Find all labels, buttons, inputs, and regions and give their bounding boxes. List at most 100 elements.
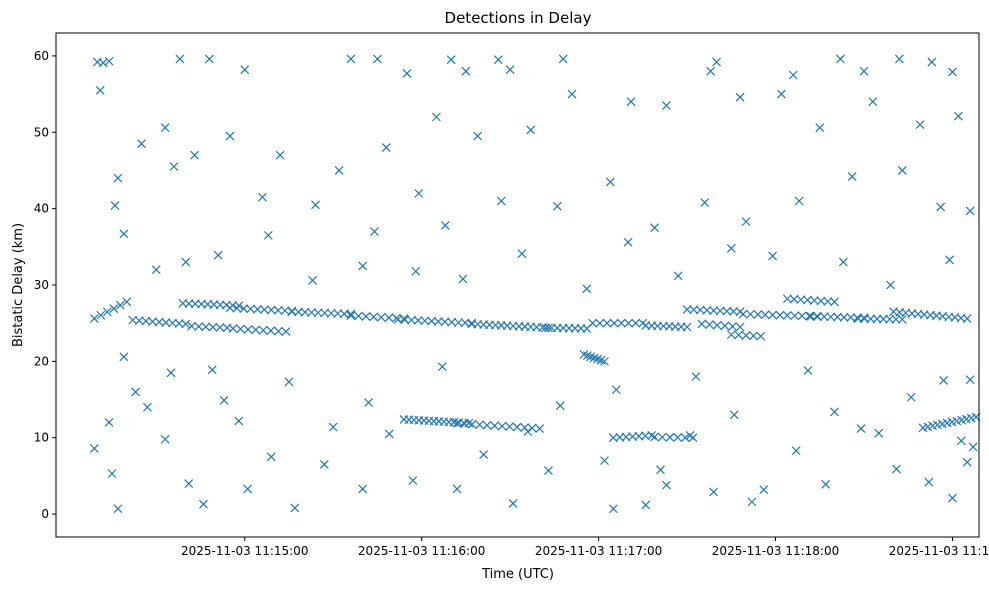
detection-marker: [821, 479, 831, 489]
detection-marker: [160, 123, 170, 133]
detection-marker: [181, 257, 191, 267]
detection-marker: [225, 131, 235, 141]
detection-marker: [413, 315, 423, 325]
detection-marker: [735, 92, 745, 102]
detection-marker: [527, 423, 537, 433]
detection-marker: [407, 315, 416, 325]
detection-marker: [181, 319, 191, 329]
detection-marker: [650, 432, 660, 442]
detection-marker: [657, 432, 667, 442]
detection-marker: [956, 436, 966, 446]
detection-marker: [110, 201, 120, 211]
detection-marker: [266, 305, 276, 315]
detection-marker: [346, 54, 356, 64]
detection-marker: [948, 493, 957, 503]
detection-marker: [682, 305, 692, 314]
detection-marker: [838, 257, 848, 267]
detection-marker: [839, 312, 849, 322]
detection-marker: [760, 310, 770, 320]
detection-marker: [115, 300, 125, 310]
detection-marker: [768, 310, 778, 320]
detection-marker: [535, 424, 545, 433]
detection-marker: [517, 249, 527, 259]
detection-marker: [866, 314, 876, 324]
detection-marker: [665, 432, 675, 442]
detection-marker: [788, 70, 798, 80]
detection-marker: [567, 89, 577, 99]
detection-marker: [609, 318, 619, 328]
x-axis-title: Time (UTC): [481, 567, 554, 582]
detection-marker: [232, 303, 242, 313]
detection-marker: [878, 314, 888, 324]
detection-marker: [647, 431, 657, 440]
detection-marker: [281, 327, 291, 337]
detection-marker: [479, 450, 489, 459]
detection-marker: [544, 323, 553, 333]
detection-marker: [729, 307, 738, 316]
detection-marker: [266, 452, 276, 462]
detection-marker: [453, 318, 463, 327]
y-tick-label: 20: [34, 354, 49, 368]
detection-marker: [373, 54, 382, 64]
detection-marker: [924, 477, 934, 487]
detection-marker: [184, 479, 194, 488]
y-tick-label: 40: [34, 202, 49, 216]
detection-marker: [467, 419, 477, 429]
detection-marker: [497, 421, 507, 431]
detection-marker: [582, 284, 592, 294]
detection-marker: [641, 500, 651, 510]
y-tick-label: 10: [34, 431, 49, 445]
detection-marker: [266, 326, 276, 336]
detection-marker: [775, 310, 785, 320]
detection-marker: [728, 321, 737, 331]
detection-marker: [748, 331, 758, 341]
detection-marker: [393, 314, 403, 324]
detection-marker: [369, 312, 379, 322]
detection-marker: [794, 196, 804, 206]
detection-marker: [207, 365, 217, 375]
detection-marker: [712, 57, 721, 67]
detection-marker: [215, 323, 225, 332]
detection-marker: [354, 311, 363, 321]
detection-marker: [600, 356, 609, 366]
detection-marker: [673, 432, 683, 442]
detection-marker: [616, 318, 626, 328]
detection-marker: [273, 305, 283, 315]
detection-marker: [803, 295, 812, 305]
detection-marker: [859, 314, 869, 324]
detection-marker: [414, 188, 424, 198]
detection-marker: [381, 143, 391, 152]
detection-marker: [258, 325, 268, 335]
detection-marker: [709, 487, 719, 497]
detection-marker: [734, 330, 744, 340]
chart-title: Detections in Delay: [445, 9, 592, 27]
detection-marker: [236, 324, 245, 334]
detection-marker: [493, 55, 503, 65]
detection-marker: [243, 324, 253, 334]
detection-marker: [508, 498, 518, 508]
detection-marker: [874, 428, 884, 438]
detection-marker: [408, 476, 418, 485]
detection-marker: [673, 271, 683, 281]
detection-marker: [370, 227, 379, 236]
detection-marker: [965, 375, 975, 385]
detection-marker: [113, 504, 123, 514]
detection-marker: [939, 376, 949, 385]
detection-marker: [661, 101, 671, 110]
detection-marker: [936, 202, 946, 212]
y-tick-label: 0: [41, 507, 49, 521]
detection-marker: [816, 296, 826, 306]
detection-marker: [364, 398, 374, 408]
detection-marker: [552, 201, 562, 211]
detection-marker: [656, 465, 665, 475]
detection-marker: [803, 366, 813, 375]
detection-marker: [897, 314, 907, 324]
detection-marker: [243, 484, 253, 494]
detection-marker: [225, 303, 235, 313]
detection-marker: [190, 150, 200, 160]
detection-marker: [823, 296, 833, 306]
detection-marker: [119, 229, 129, 239]
detection-marker: [239, 304, 249, 314]
detection-marker: [885, 314, 895, 324]
